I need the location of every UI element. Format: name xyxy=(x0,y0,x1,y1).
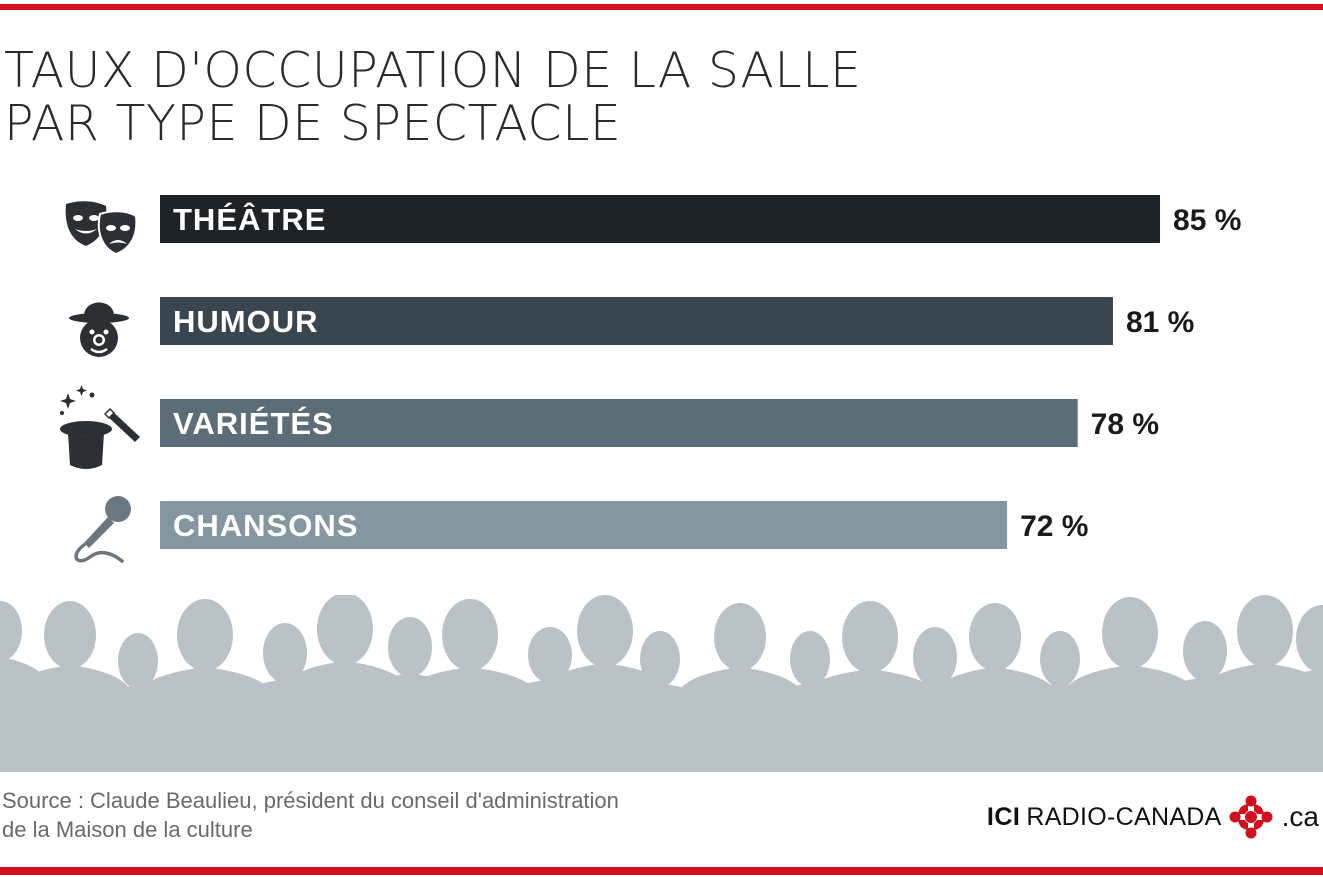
radio-canada-gem-icon xyxy=(1229,795,1273,839)
bottom-red-rule xyxy=(0,867,1323,875)
bar-1 xyxy=(160,297,1113,345)
value-label: 81 % xyxy=(1126,306,1194,339)
bar-2 xyxy=(160,399,1078,447)
crowd-silhouette xyxy=(0,595,1323,772)
source-note: Source : Claude Beaulieu, président du c… xyxy=(2,786,902,844)
radio-canada-logo[interactable]: ICI RADIO-CANADA .ca xyxy=(987,795,1319,839)
clown-icon xyxy=(67,301,131,359)
chart-title: TAUX D'OCCUPATION DE LA SALLE PAR TYPE D… xyxy=(4,44,1104,150)
value-label: 78 % xyxy=(1091,408,1159,441)
magic-hat-icon xyxy=(59,384,141,470)
source-line-2: de la Maison de la culture xyxy=(2,817,253,842)
category-label: HUMOUR xyxy=(173,304,319,339)
theatre-masks-icon xyxy=(64,200,138,255)
value-label: 72 % xyxy=(1020,510,1088,543)
chart-title-line-1: TAUX D'OCCUPATION DE LA SALLE xyxy=(4,42,862,99)
category-label: VARIÉTÉS xyxy=(173,406,334,441)
bar-3 xyxy=(160,501,1008,549)
bar-chart: THÉÂTRE 85 % HUMOUR 81 % VARIÉTÉS 78 % CHANSON… xyxy=(59,195,1241,563)
source-line-1: Source : Claude Beaulieu, président du c… xyxy=(2,788,619,813)
bar-0 xyxy=(160,195,1161,243)
microphone-icon xyxy=(74,494,133,563)
chart-title-line-2: PAR TYPE DE SPECTACLE xyxy=(4,95,622,152)
category-label: CHANSONS xyxy=(173,508,358,543)
category-label: THÉÂTRE xyxy=(173,201,326,237)
logo-radio-canada: RADIO-CANADA xyxy=(1026,802,1222,831)
value-label: 85 % xyxy=(1173,204,1241,237)
top-red-rule xyxy=(0,4,1323,10)
logo-ici: ICI xyxy=(986,802,1021,831)
logo-domain: .ca xyxy=(1281,801,1319,832)
